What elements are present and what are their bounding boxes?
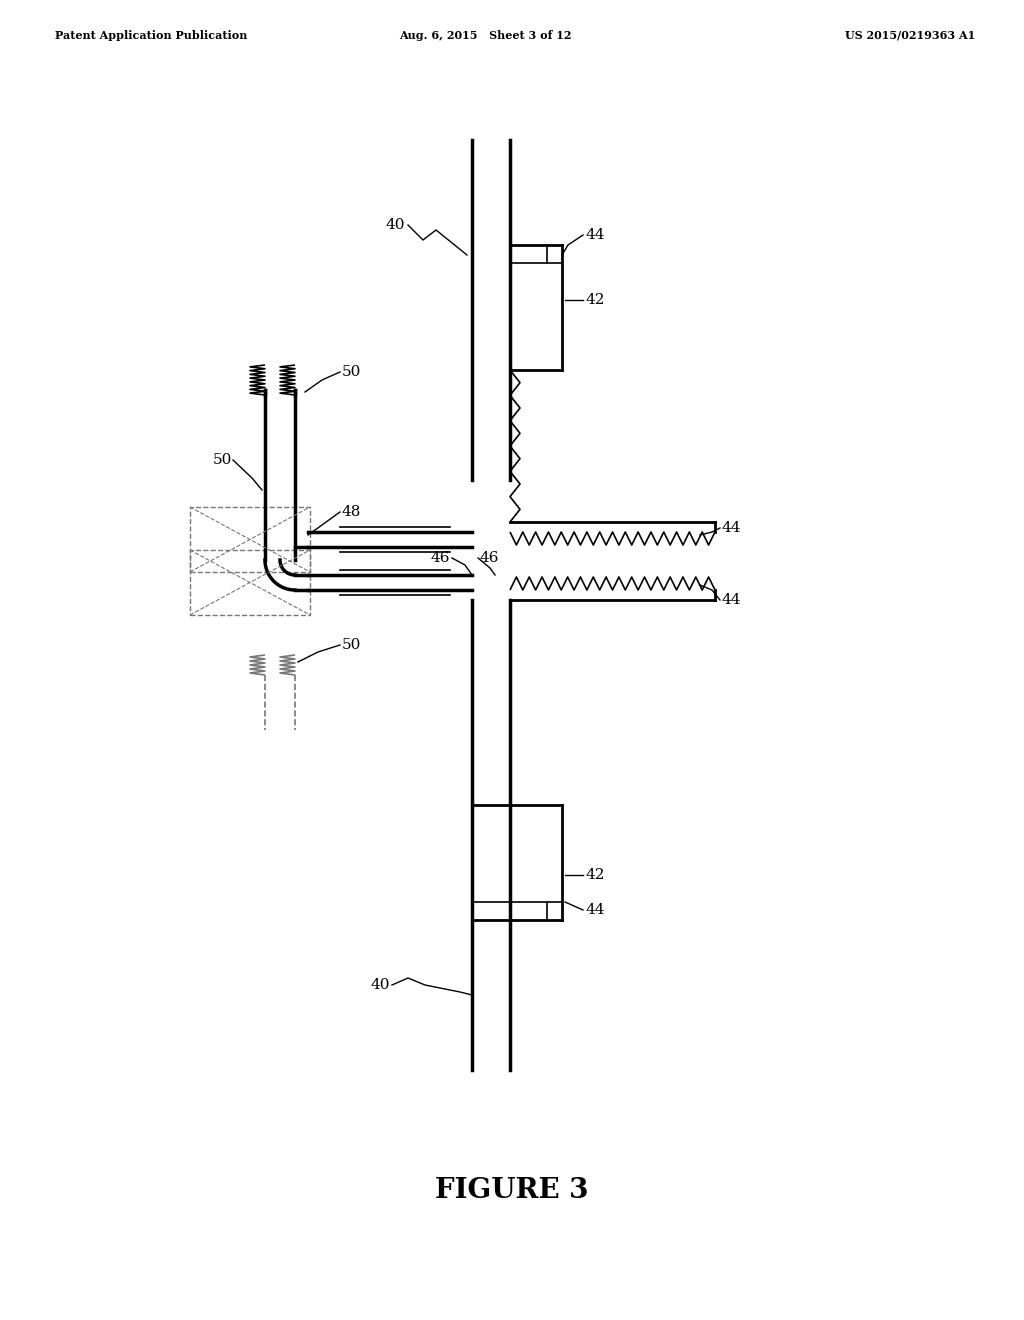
Text: 50: 50 <box>213 453 232 467</box>
Text: 42: 42 <box>585 293 604 308</box>
Text: 40: 40 <box>385 218 406 232</box>
Text: 44: 44 <box>585 228 604 242</box>
Text: Patent Application Publication: Patent Application Publication <box>55 30 248 41</box>
Bar <box>190 507 310 572</box>
Text: 44: 44 <box>585 903 604 917</box>
Text: 44: 44 <box>722 521 741 535</box>
Text: 40: 40 <box>371 978 390 993</box>
Text: Aug. 6, 2015   Sheet 3 of 12: Aug. 6, 2015 Sheet 3 of 12 <box>398 30 571 41</box>
Text: 50: 50 <box>342 366 361 379</box>
Text: 42: 42 <box>585 869 604 882</box>
Text: FIGURE 3: FIGURE 3 <box>435 1176 589 1204</box>
Text: US 2015/0219363 A1: US 2015/0219363 A1 <box>845 30 975 41</box>
Text: 46: 46 <box>480 550 500 565</box>
Text: 44: 44 <box>722 593 741 607</box>
Text: 50: 50 <box>342 638 361 652</box>
Text: 48: 48 <box>342 506 361 519</box>
Text: 46: 46 <box>430 550 450 565</box>
Bar <box>190 550 310 615</box>
